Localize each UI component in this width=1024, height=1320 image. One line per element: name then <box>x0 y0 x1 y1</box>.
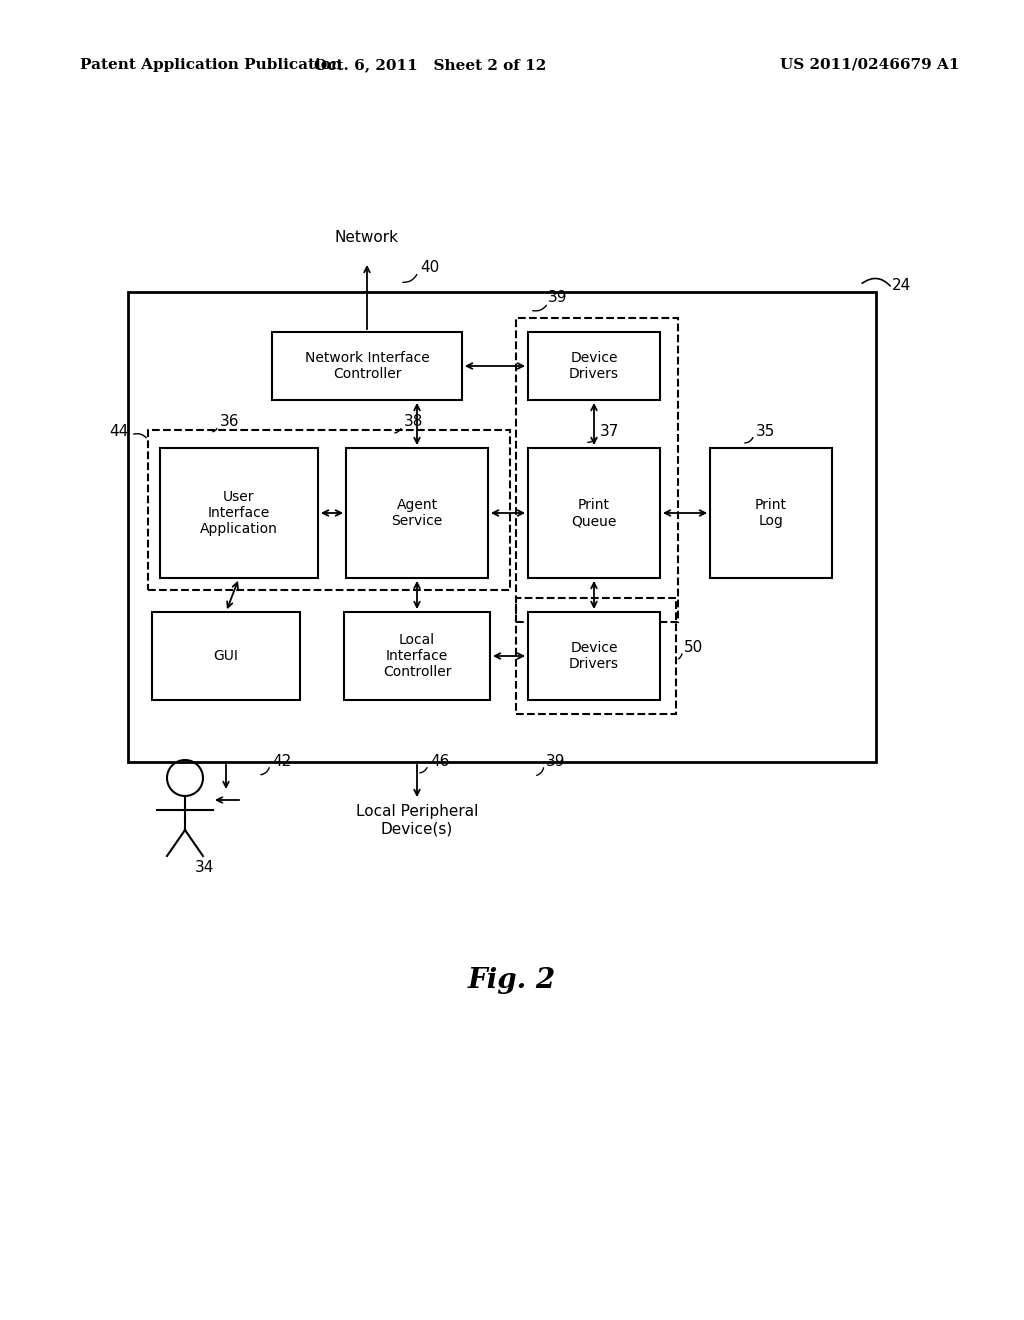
Text: Device
Drivers: Device Drivers <box>569 351 618 381</box>
Text: Oct. 6, 2011   Sheet 2 of 12: Oct. 6, 2011 Sheet 2 of 12 <box>314 58 546 73</box>
Text: 38: 38 <box>404 414 423 429</box>
Text: 50: 50 <box>684 640 703 656</box>
Bar <box>128 292 876 762</box>
Bar <box>344 612 490 700</box>
Text: Local
Interface
Controller: Local Interface Controller <box>383 632 452 680</box>
Bar <box>516 318 678 622</box>
Bar <box>528 333 660 400</box>
Text: GUI: GUI <box>214 649 239 663</box>
Text: Fig. 2: Fig. 2 <box>468 966 556 994</box>
Text: 39: 39 <box>546 755 565 770</box>
Text: 24: 24 <box>892 277 911 293</box>
Text: 40: 40 <box>420 260 439 276</box>
Bar <box>160 447 318 578</box>
Text: Local Peripheral
Device(s): Local Peripheral Device(s) <box>355 804 478 836</box>
Text: US 2011/0246679 A1: US 2011/0246679 A1 <box>780 58 959 73</box>
Bar <box>516 598 676 714</box>
Text: 44: 44 <box>109 425 128 440</box>
Text: Device
Drivers: Device Drivers <box>569 642 618 671</box>
Text: User
Interface
Application: User Interface Application <box>200 490 278 536</box>
Text: 46: 46 <box>430 755 450 770</box>
Bar <box>710 447 831 578</box>
Text: Network Interface
Controller: Network Interface Controller <box>304 351 429 381</box>
Bar <box>346 447 488 578</box>
Text: 37: 37 <box>600 425 620 440</box>
Text: Agent
Service: Agent Service <box>391 498 442 528</box>
Bar <box>528 612 660 700</box>
Text: 39: 39 <box>548 290 567 305</box>
Bar <box>148 430 510 590</box>
Text: Network: Network <box>335 231 399 246</box>
Text: 35: 35 <box>756 425 775 440</box>
Text: Print
Log: Print Log <box>755 498 787 528</box>
Text: 36: 36 <box>220 414 240 429</box>
Text: Patent Application Publication: Patent Application Publication <box>80 58 342 73</box>
Bar <box>528 447 660 578</box>
Text: 42: 42 <box>272 755 291 770</box>
Text: Print
Queue: Print Queue <box>571 498 616 528</box>
Text: 34: 34 <box>195 861 214 875</box>
Bar <box>152 612 300 700</box>
Bar <box>272 333 462 400</box>
